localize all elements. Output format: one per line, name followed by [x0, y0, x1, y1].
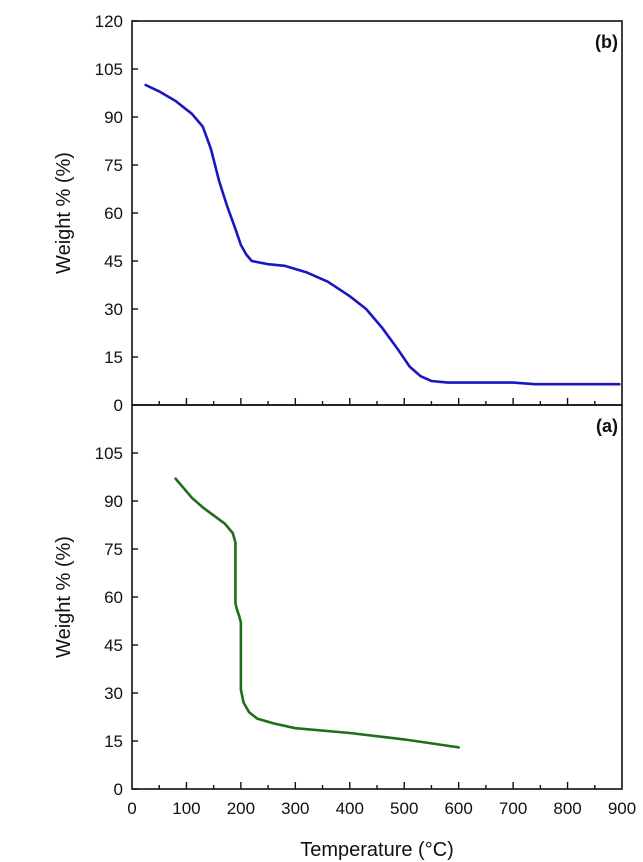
x-tick-label: 500 — [390, 799, 418, 818]
panel-label: (a) — [596, 416, 618, 436]
y-tick-label: 60 — [104, 588, 123, 607]
x-tick-label: 400 — [336, 799, 364, 818]
x-tick-label: 800 — [553, 799, 581, 818]
y-tick-label: 75 — [104, 540, 123, 559]
x-tick-label: 600 — [444, 799, 472, 818]
panel-b: 0 15 30 45 60 75 90 105 120 Weight % (%) (b) — [53, 12, 623, 415]
plot-frame — [131, 404, 623, 790]
y-tick-label: 15 — [104, 348, 123, 367]
panel-label: (b) — [595, 32, 618, 52]
y-axis-title: Weight % (%) — [53, 536, 75, 658]
y-tick-label: 105 — [95, 60, 123, 79]
y-tick-label: 0 — [114, 780, 123, 799]
x-tick-label: 0 — [127, 799, 136, 818]
plot-frame — [131, 20, 623, 406]
y-tick-label: 15 — [104, 732, 123, 751]
y-tick-label: 60 — [104, 204, 123, 223]
y-tick-label: 90 — [104, 492, 123, 511]
x-tick-label: 100 — [172, 799, 200, 818]
x-tick-label: 700 — [499, 799, 527, 818]
y-tick-label: 75 — [104, 156, 123, 175]
y-tick-label: 90 — [104, 108, 123, 127]
panel-a: 0 15 30 45 60 75 90 105 0 100 200 300 400 500 600 700 80… — [53, 404, 636, 818]
series-line — [174, 477, 460, 749]
y-tick-label: 0 — [114, 396, 123, 415]
x-tick-label: 200 — [227, 799, 255, 818]
y-tick-label: 30 — [104, 300, 123, 319]
y-tick-label: 30 — [104, 684, 123, 703]
y-tick-label: 45 — [104, 252, 123, 271]
x-tick-label: 900 — [608, 799, 636, 818]
y-axis-title: Weight % (%) — [53, 152, 75, 274]
x-axis-title: Temperature (°C) — [300, 839, 454, 861]
y-tick-label: 120 — [95, 12, 123, 31]
y-tick-label: 45 — [104, 636, 123, 655]
x-tick-label: 300 — [281, 799, 309, 818]
y-tick-label: 105 — [95, 444, 123, 463]
series-line — [144, 83, 621, 386]
